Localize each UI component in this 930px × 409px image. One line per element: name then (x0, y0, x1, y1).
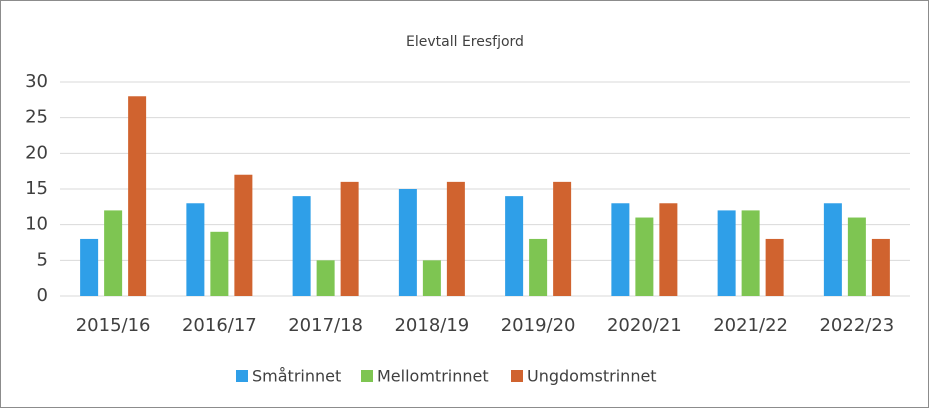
bar (422, 260, 441, 296)
bar (529, 238, 548, 296)
bar (659, 203, 678, 296)
bar (823, 203, 842, 296)
x-tick-label: 2020/21 (607, 315, 682, 336)
legend-label: Ungdomstrinnet (527, 367, 657, 386)
bar (316, 260, 335, 296)
bar (847, 217, 866, 296)
y-tick-label: 10 (25, 214, 48, 235)
y-tick-label: 25 (25, 107, 48, 128)
bar (398, 189, 417, 296)
legend-label: Mellomtrinnet (377, 367, 489, 386)
x-tick-label: 2021/22 (713, 315, 788, 336)
bar (128, 96, 147, 297)
chart-title: Elevtall Eresfjord (406, 34, 524, 50)
y-tick-label: 5 (37, 249, 48, 270)
y-tick-label: 30 (25, 71, 48, 92)
x-tick-label: 2022/23 (819, 315, 894, 336)
x-tick-label: 2016/17 (182, 315, 257, 336)
bar (871, 238, 890, 296)
bar (741, 210, 760, 296)
bar (340, 181, 359, 296)
legend-swatch (236, 370, 248, 382)
y-tick-label: 20 (25, 142, 48, 163)
bar (717, 210, 736, 296)
bar (104, 210, 123, 296)
y-tick-label: 0 (37, 285, 48, 306)
bar (186, 203, 205, 296)
bar (505, 196, 524, 296)
x-tick-label: 2019/20 (501, 315, 576, 336)
y-tick-label: 15 (25, 178, 48, 199)
bar (611, 203, 630, 296)
bar (210, 231, 229, 296)
legend-swatch (361, 370, 373, 382)
bar (553, 181, 572, 296)
bar (80, 238, 99, 296)
bar (765, 238, 784, 296)
legend-label: Småtrinnet (252, 367, 341, 386)
bar (635, 217, 654, 296)
x-tick-label: 2018/19 (394, 315, 469, 336)
x-tick-label: 2017/18 (288, 315, 363, 336)
x-tick-label: 2015/16 (76, 315, 151, 336)
bar (234, 174, 253, 296)
bar (292, 196, 311, 296)
legend-swatch (511, 370, 523, 382)
bar (446, 181, 465, 296)
